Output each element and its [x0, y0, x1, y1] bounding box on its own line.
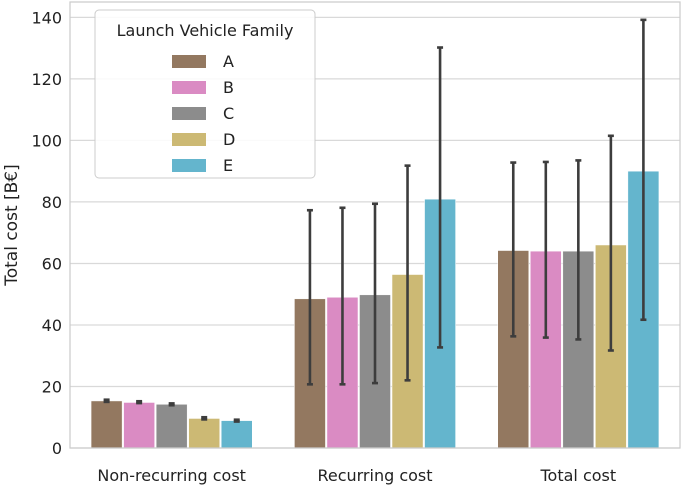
bar-a-0 [90, 400, 123, 449]
y-tick-label: 60 [42, 254, 62, 273]
legend-label: D [223, 130, 235, 149]
y-axis-label: Total cost [B€] [2, 164, 22, 287]
x-tick-label: Recurring cost [317, 466, 432, 485]
error-bar-b-0 [136, 399, 143, 405]
y-tick-label: 20 [42, 377, 62, 396]
error-bar-a-1 [306, 208, 313, 386]
error-bar-e-0 [233, 418, 240, 423]
x-tick-label: Non-recurring cost [97, 466, 246, 485]
legend-swatch [172, 133, 206, 146]
y-tick-label: 80 [42, 193, 62, 212]
legend-title: Launch Vehicle Family [117, 21, 294, 40]
y-tick-label: 0 [52, 439, 62, 458]
y-tick-label: 120 [31, 70, 62, 89]
bar-e-0 [220, 420, 253, 449]
legend-swatch [172, 107, 206, 120]
error-bar-d-2 [607, 134, 614, 352]
error-bar-a-0 [103, 398, 110, 404]
bar-d-0 [188, 418, 220, 449]
error-bar-d-0 [201, 415, 208, 421]
legend-label: B [223, 78, 234, 97]
y-tick-labels: 0 20 40 60 80 100 120 140 [31, 8, 62, 458]
y-tick-label: 40 [42, 316, 62, 335]
error-bars [103, 18, 647, 423]
error-bar-b-2 [542, 160, 549, 339]
error-bar-c-2 [575, 159, 582, 341]
error-bar-c-0 [168, 402, 175, 407]
legend-item-e: E [172, 156, 233, 175]
legend-item-b: B [172, 78, 234, 97]
legend-label: E [223, 156, 233, 175]
y-tick-label: 140 [31, 8, 62, 27]
legend-item-c: C [172, 104, 234, 123]
legend-item-a: A [172, 52, 234, 71]
bar-c-0 [155, 404, 188, 449]
error-bar-d-1 [404, 164, 411, 382]
legend-label: C [223, 104, 234, 123]
legend-swatch [172, 81, 206, 94]
error-bar-e-1 [437, 46, 444, 349]
x-tick-label: Total cost [540, 466, 617, 485]
plot-frame [69, 1, 681, 449]
legend-swatch [172, 55, 206, 68]
legend-swatch [172, 159, 206, 172]
y-tick-label: 100 [31, 131, 62, 150]
x-tick-labels: Non-recurring cost Recurring cost Total co… [97, 466, 616, 485]
bar-b-0 [123, 402, 155, 449]
error-bar-e-2 [640, 18, 647, 322]
error-bar-a-2 [510, 161, 517, 338]
legend-item-d: D [172, 130, 235, 149]
legend-label: A [223, 52, 234, 71]
error-bar-c-1 [372, 202, 378, 385]
error-bar-b-1 [339, 206, 346, 386]
